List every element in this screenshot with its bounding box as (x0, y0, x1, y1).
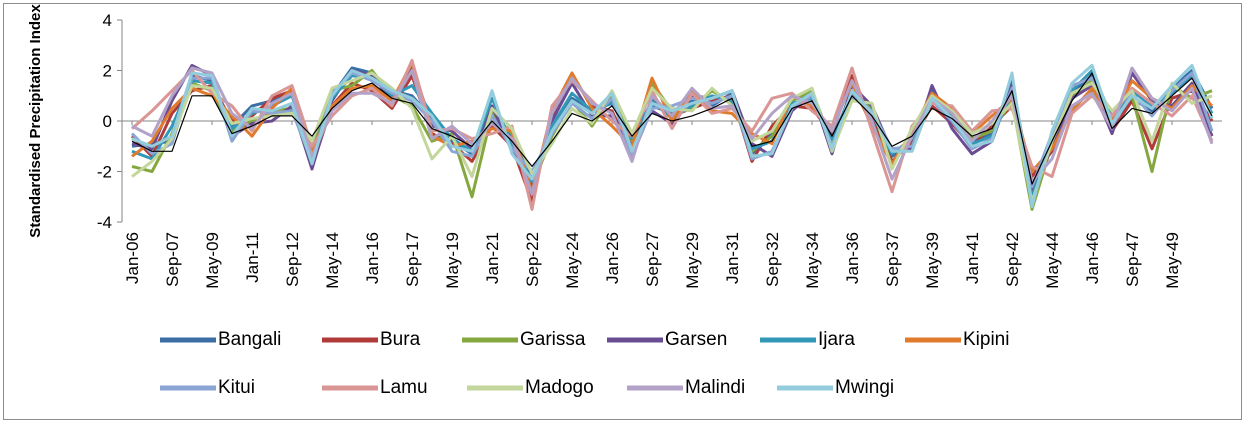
x-tick-label: May-29 (683, 232, 702, 289)
legend-label: Kitui (218, 377, 255, 398)
x-tick-label: May-49 (1163, 232, 1182, 289)
legend-label: Mwingi (835, 377, 894, 398)
x-tick-label: Sep-22 (523, 232, 542, 287)
x-tick-label: Sep-27 (643, 232, 662, 287)
x-tick-label: May-34 (803, 232, 822, 289)
legend-label: Garissa (520, 329, 586, 350)
y-tick-label: 2 (103, 62, 112, 81)
x-tick-label: May-09 (203, 232, 222, 289)
y-tick-label: 0 (103, 112, 112, 131)
x-tick-label: Sep-47 (1123, 232, 1142, 287)
legend-label: Bangali (218, 329, 281, 350)
x-tick-label: May-24 (563, 232, 582, 289)
legend-label: Lamu (380, 377, 428, 398)
x-tick-label: Sep-37 (883, 232, 902, 287)
x-tick-label: May-39 (923, 232, 942, 289)
x-tick-label: Jan-11 (243, 232, 262, 283)
legend-label: Malindi (685, 377, 745, 398)
x-tick-label: Jan-16 (363, 232, 382, 284)
legend-label: Garsen (665, 329, 727, 350)
x-tick-label: Jan-41 (963, 232, 982, 284)
x-tick-label: Sep-42 (1003, 232, 1022, 287)
x-tick-label: Sep-07 (163, 232, 182, 287)
x-tick-label: Sep-12 (283, 232, 302, 287)
x-tick-label: Jan-26 (603, 232, 622, 284)
x-tick-label: May-19 (443, 232, 462, 289)
legend-label: Ijara (818, 329, 855, 350)
series-line (131, 58, 1214, 211)
legend-label: Bura (380, 329, 421, 350)
x-tick-label: May-14 (323, 232, 342, 289)
legend-label: Madogo (525, 377, 594, 398)
chart-frame (3, 3, 1242, 420)
x-tick-label: May-44 (1043, 232, 1062, 289)
y-tick-label: -2 (97, 163, 112, 182)
y-axis-title: Standardised Precipitation Index (27, 4, 44, 238)
x-tick-label: Jan-36 (843, 232, 862, 284)
x-tick-label: Jan-31 (723, 232, 742, 284)
mean-line (131, 72, 1213, 185)
x-tick-label: Sep-32 (763, 232, 782, 287)
y-tick-label: -4 (97, 213, 112, 232)
x-tick-label: Jan-06 (123, 232, 142, 284)
y-tick-label: 4 (103, 11, 112, 30)
x-tick-label: Jan-21 (483, 232, 502, 284)
series-line (131, 63, 1214, 209)
legend-label: Kipini (963, 329, 1009, 350)
x-tick-label: Sep-17 (403, 232, 422, 287)
x-tick-label: Jan-46 (1083, 232, 1102, 284)
